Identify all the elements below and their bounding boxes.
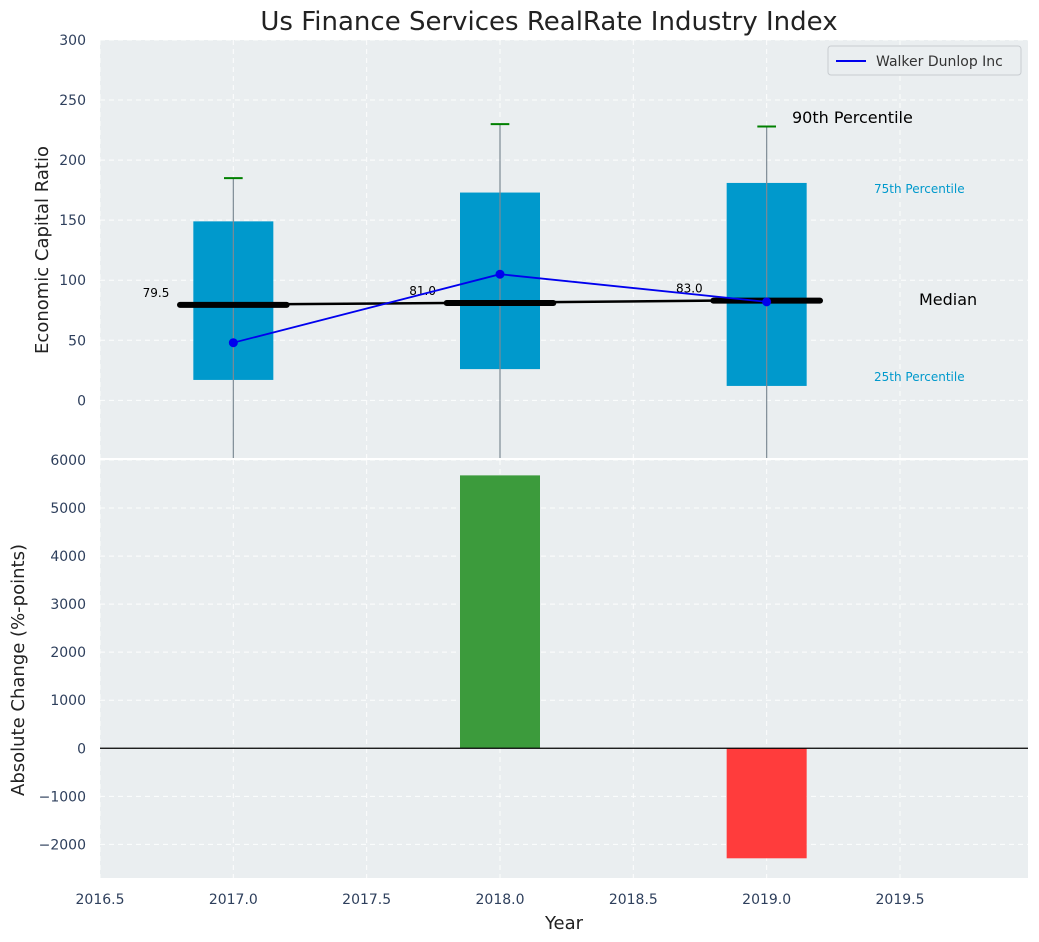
bottom-ytick-label: −1000 <box>39 789 86 805</box>
series-point <box>228 338 238 348</box>
bottom-ytick-label: 6000 <box>50 453 86 469</box>
change-bar <box>460 475 540 749</box>
median-value-label: 81.0 <box>409 284 436 298</box>
legend-box <box>827 45 1022 76</box>
xtick-label: 2019.5 <box>876 892 925 908</box>
xlabel: Year <box>544 913 584 934</box>
bottom-ylabel: Absolute Change (%-points) <box>8 544 29 796</box>
annotation-75th-percentile: 75th Percentile <box>874 182 965 196</box>
xtick-label: 2016.5 <box>76 892 125 908</box>
chart-title: Us Finance Services RealRate Industry In… <box>260 7 837 37</box>
median-value-label: 83.0 <box>676 282 703 296</box>
xtick-label: 2017.0 <box>209 892 258 908</box>
bottom-ytick-label: 3000 <box>50 597 86 613</box>
top-ytick-label: 100 <box>59 273 86 289</box>
bottom-ytick-label: 1000 <box>50 693 86 709</box>
bottom-ytick-label: 2000 <box>50 645 86 661</box>
top-ytick-label: 50 <box>68 333 86 349</box>
median-value-label: 79.5 <box>143 286 170 300</box>
legend-label: Walker Dunlop Inc <box>876 54 1003 70</box>
annotation-25th-percentile: 25th Percentile <box>874 370 965 384</box>
change-bar <box>726 748 807 859</box>
bottom-ytick-label: 5000 <box>50 501 86 517</box>
top-ytick-label: 300 <box>59 33 86 49</box>
xtick-label: 2018.5 <box>609 892 658 908</box>
series-point <box>762 297 772 307</box>
top-ytick-label: 0 <box>77 393 86 409</box>
bottom-plot-background <box>100 460 1028 878</box>
xtick-label: 2018.0 <box>476 892 525 908</box>
annotation-median: Median <box>919 290 977 309</box>
bottom-ytick-label: 4000 <box>50 549 86 565</box>
bottom-ytick-label: −2000 <box>39 837 86 853</box>
top-ytick-label: 250 <box>59 93 86 109</box>
xtick-label: 2019.0 <box>742 892 791 908</box>
xtick-label: 2017.5 <box>342 892 391 908</box>
legend: Walker Dunlop Inc <box>827 45 1022 76</box>
series-point <box>495 269 505 279</box>
annotation-90th-percentile: 90th Percentile <box>792 108 913 127</box>
top-ylabel: Economic Capital Ratio <box>32 146 53 354</box>
top-ytick-label: 200 <box>59 153 86 169</box>
bottom-ytick-label: 0 <box>77 741 86 757</box>
top-ytick-label: 150 <box>59 213 86 229</box>
